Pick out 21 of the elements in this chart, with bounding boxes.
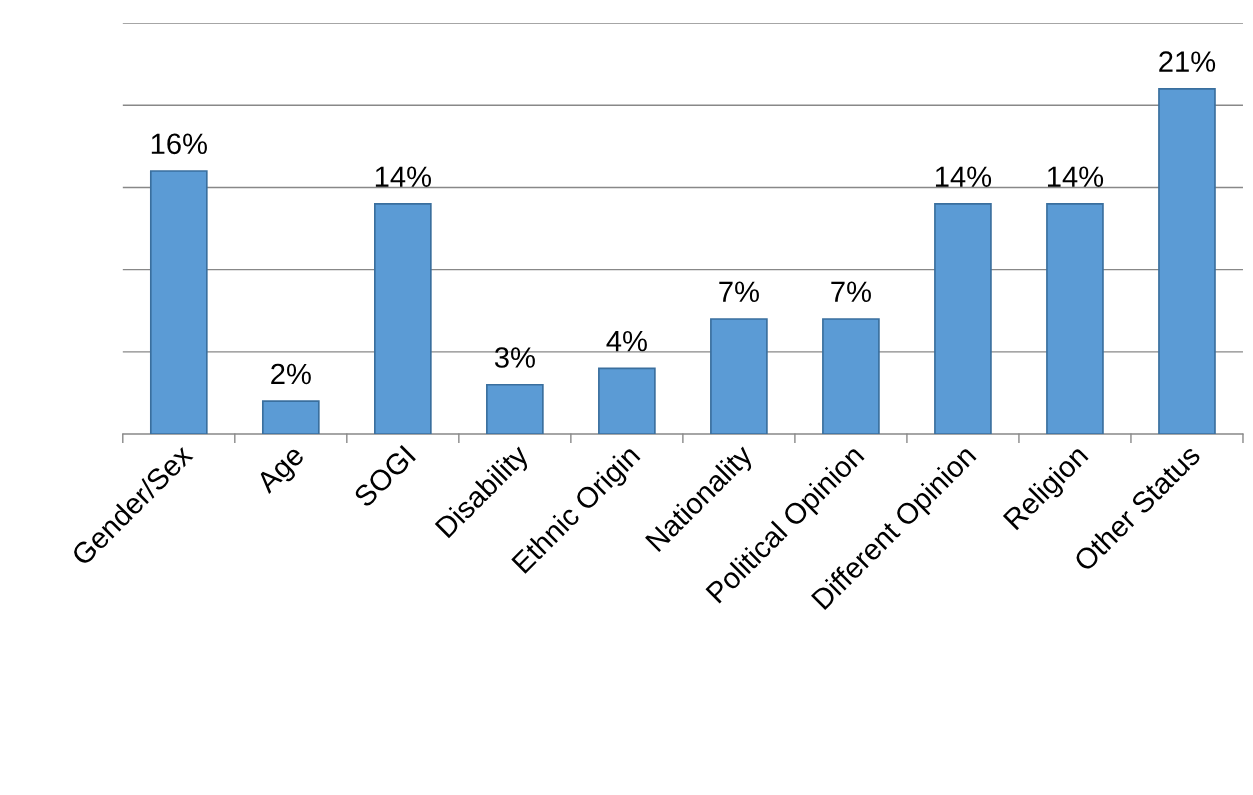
data-label: 14% <box>935 166 992 187</box>
data-label: 14% <box>1047 166 1104 187</box>
bar <box>373 203 432 435</box>
bar <box>149 170 208 435</box>
bar <box>1046 203 1104 435</box>
data-label: 21% <box>1159 51 1216 72</box>
data-label: 7% <box>719 281 759 302</box>
x-tick-label: Age <box>254 444 310 499</box>
bar <box>710 318 768 435</box>
data-label: 3% <box>494 347 535 368</box>
bar <box>261 400 320 435</box>
bar <box>486 383 544 435</box>
data-label: 14% <box>375 166 431 187</box>
data-label: 16% <box>151 133 207 155</box>
bar <box>822 318 880 435</box>
data-label: 4% <box>606 330 647 352</box>
bar <box>1158 87 1216 435</box>
bar <box>598 367 656 435</box>
data-label: 2% <box>271 363 311 385</box>
bar <box>934 203 992 435</box>
data-label: 7% <box>831 281 871 302</box>
